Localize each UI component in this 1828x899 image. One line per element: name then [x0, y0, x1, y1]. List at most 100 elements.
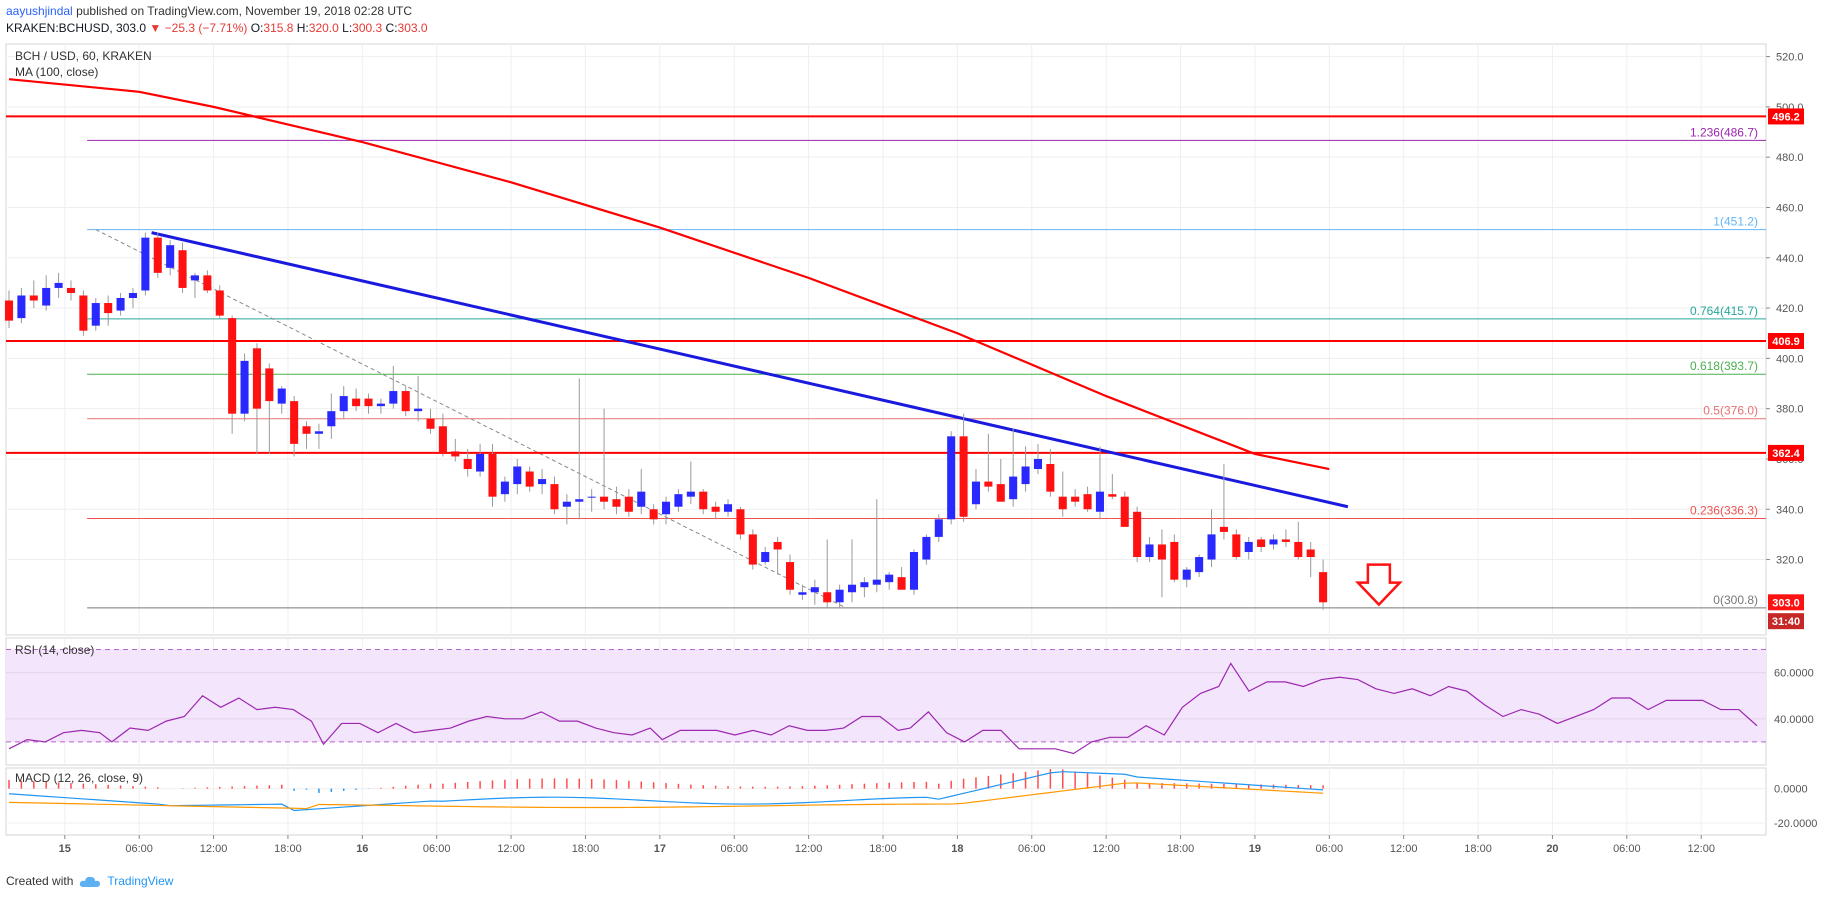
candle-up — [1269, 539, 1278, 545]
price-pane — [5, 43, 1767, 636]
candle-down — [1108, 494, 1117, 497]
macd-line — [8, 771, 1324, 812]
symbol-name: KRAKEN:BCHUSD, — [6, 21, 113, 35]
candle-down — [1319, 572, 1328, 603]
candle-down — [1083, 494, 1092, 510]
price-tick-label: 420.0 — [1776, 303, 1804, 315]
candle-down — [352, 398, 361, 407]
candle-up — [922, 536, 931, 560]
candle-down — [265, 368, 274, 402]
time-tick-label: 18:00 — [1464, 843, 1492, 855]
chart-title: BCH / USD, 60, KRAKEN — [15, 49, 152, 63]
candle-down — [736, 509, 745, 535]
rsi-tick-label: 40.0000 — [1774, 714, 1814, 726]
macd-tick-label: -20.0000 — [1774, 818, 1817, 830]
price-change: −25.3 (−7.71%) — [164, 21, 248, 35]
candle-up — [54, 282, 63, 288]
time-tick-label: 12:00 — [1092, 843, 1120, 855]
time-tick-label: 06:00 — [423, 843, 451, 855]
candle-down — [252, 348, 261, 409]
candle-down — [612, 499, 621, 507]
resistance-price-tag — [1768, 108, 1804, 125]
candle-up — [476, 453, 485, 472]
candle-up — [1195, 557, 1204, 573]
candle-up — [1207, 534, 1216, 560]
fib-level-label: 0.764(415.7) — [1690, 304, 1758, 318]
candle-down — [104, 303, 113, 314]
candle-up — [1095, 491, 1104, 512]
symbol-line: KRAKEN:BCHUSD, 303.0 ▼ −25.3 (−7.71%) O:… — [6, 21, 428, 35]
candle-up — [389, 391, 398, 404]
candle-down — [1058, 496, 1067, 510]
candle-down — [1133, 511, 1142, 558]
resistance-price-tag — [1768, 444, 1804, 461]
macd-tick-label: 0.0000 — [1774, 784, 1808, 796]
ma100-line — [8, 78, 1330, 471]
fib-level-label: 0.618(393.7) — [1690, 359, 1758, 373]
time-tick-label: 16 — [356, 843, 368, 855]
candle-down — [203, 275, 212, 291]
candle-up — [42, 287, 51, 306]
candle-down — [66, 287, 76, 293]
published-text: published on TradingView.com, November 1… — [76, 4, 413, 18]
candle-up — [277, 388, 286, 404]
candle-down — [649, 509, 658, 520]
candle-down — [401, 391, 410, 412]
candle-up — [1182, 569, 1191, 580]
candle-down — [1294, 541, 1303, 558]
price-chart[interactable]: 520.0500.0480.0460.0440.0420.0400.0380.0… — [0, 40, 1828, 870]
price-tick-label: 340.0 — [1776, 504, 1804, 516]
candle-down — [785, 562, 795, 590]
candle-down — [302, 426, 311, 434]
candle-down — [153, 237, 162, 273]
price-axis-label: 303.0 — [1772, 597, 1800, 609]
candle-up — [376, 403, 385, 407]
candle-down — [1120, 496, 1129, 527]
candle-down — [959, 436, 968, 517]
candle-up — [141, 237, 150, 291]
bearish-trendline — [151, 231, 1349, 509]
time-tick-label: 18:00 — [1167, 843, 1195, 855]
candle-up — [513, 466, 522, 485]
high-value: 320.0 — [308, 21, 339, 35]
candle-down — [550, 484, 559, 510]
candle-up — [662, 501, 671, 515]
macd-label: MACD (12, 26, close, 9) — [15, 771, 143, 785]
time-tick-label: 15 — [59, 843, 71, 855]
price-axis-label: 31:40 — [1772, 616, 1800, 628]
candle-up — [240, 360, 249, 414]
time-tick-label: 12:00 — [1390, 843, 1418, 855]
candle-up — [575, 499, 584, 502]
time-tick-label: 06:00 — [125, 843, 153, 855]
time-tick-label: 06:00 — [1316, 843, 1344, 855]
price-tick-label: 440.0 — [1776, 253, 1804, 265]
open-label: O: — [250, 21, 264, 35]
candle-down — [1170, 541, 1179, 580]
candle-down — [699, 491, 708, 510]
time-tick-label: 12:00 — [1687, 843, 1715, 855]
candle-up — [91, 303, 100, 326]
macd-signal-line — [8, 782, 1324, 810]
tradingview-link[interactable]: TradingView — [107, 874, 174, 888]
candle-down — [773, 541, 782, 550]
resistance-price-label: 406.9 — [1772, 336, 1800, 348]
down-triangle-icon: ▼ — [149, 21, 162, 35]
candle-up — [724, 504, 733, 512]
candle-down — [823, 592, 832, 603]
author-link[interactable]: aayushjindal — [6, 4, 73, 18]
created-with-text: Created with — [6, 874, 74, 888]
time-tick-label: 12:00 — [497, 843, 525, 855]
candle-up — [810, 587, 819, 593]
candle-up — [674, 494, 683, 507]
candle-up — [500, 481, 509, 495]
candle-up — [934, 519, 943, 537]
rsi-tick-label: 60.0000 — [1774, 668, 1814, 680]
rsi-line — [8, 662, 1758, 755]
resistance-price-label: 362.4 — [1772, 448, 1800, 460]
candle-down — [451, 451, 460, 457]
time-tick-label: 06:00 — [1018, 843, 1046, 855]
candle-up — [1009, 476, 1018, 500]
time-tick-label: 12:00 — [200, 843, 228, 855]
time-tick-label: 06:00 — [1613, 843, 1641, 855]
price-tick-label: 400.0 — [1776, 353, 1804, 365]
